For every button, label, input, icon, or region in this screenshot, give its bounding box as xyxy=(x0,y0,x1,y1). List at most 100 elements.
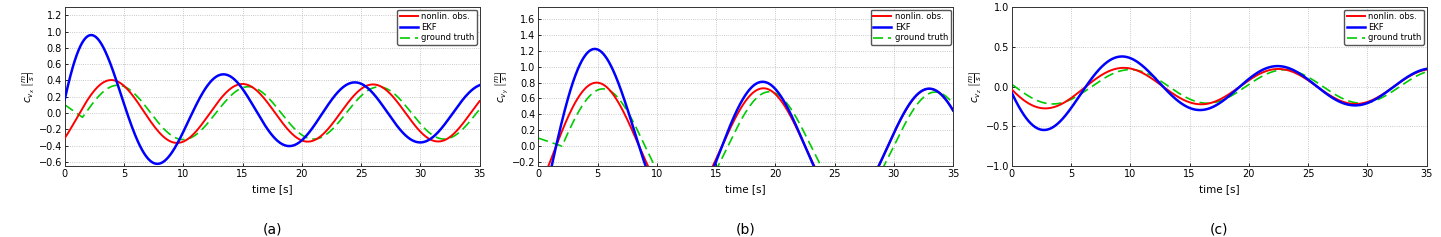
ground truth xyxy=(460,122,477,125)
ground truth xyxy=(1418,70,1435,73)
EKF xyxy=(1418,67,1435,70)
nonlin. obs. xyxy=(460,115,477,118)
ground truth xyxy=(383,90,401,93)
nonlin. obs. xyxy=(1115,66,1133,69)
ground truth xyxy=(720,141,738,144)
nonlin. obs. xyxy=(258,100,275,103)
Line: EKF: EKF xyxy=(1012,56,1427,130)
EKF xyxy=(248,109,265,112)
nonlin. obs. xyxy=(932,93,950,96)
Legend: nonlin. obs., EKF, ground truth: nonlin. obs., EKF, ground truth xyxy=(1344,10,1424,45)
ground truth xyxy=(248,87,265,90)
Legend: nonlin. obs., EKF, ground truth: nonlin. obs., EKF, ground truth xyxy=(398,10,477,45)
nonlin. obs. xyxy=(169,141,186,144)
ground truth xyxy=(1406,75,1424,78)
Y-axis label: $c_{v_z}$ $\left[\frac{m}{s}\right]$: $c_{v_z}$ $\left[\frac{m}{s}\right]$ xyxy=(968,70,984,103)
nonlin. obs. xyxy=(1418,68,1435,71)
nonlin. obs. xyxy=(78,101,95,104)
Legend: nonlin. obs., EKF, ground truth: nonlin. obs., EKF, ground truth xyxy=(870,10,951,45)
EKF xyxy=(258,127,275,130)
nonlin. obs. xyxy=(932,93,950,96)
Title: (a): (a) xyxy=(262,223,282,237)
nonlin. obs. xyxy=(550,136,568,139)
ground truth xyxy=(1045,103,1062,105)
Line: ground truth: ground truth xyxy=(539,89,953,201)
nonlin. obs. xyxy=(56,137,73,139)
ground truth xyxy=(1406,76,1424,78)
ground truth xyxy=(932,92,950,95)
ground truth xyxy=(56,103,73,106)
nonlin. obs. xyxy=(1025,104,1042,107)
nonlin. obs. xyxy=(1036,107,1053,110)
EKF xyxy=(550,130,568,133)
Line: nonlin. obs.: nonlin. obs. xyxy=(1012,68,1427,108)
Title: (c): (c) xyxy=(1210,223,1229,237)
X-axis label: time [s]: time [s] xyxy=(725,184,767,194)
nonlin. obs. xyxy=(857,188,875,191)
nonlin. obs. xyxy=(1205,100,1222,103)
EKF xyxy=(1025,124,1042,127)
EKF xyxy=(1406,71,1424,74)
EKF xyxy=(720,126,738,129)
EKF xyxy=(932,93,950,96)
EKF xyxy=(471,84,488,87)
nonlin. obs. xyxy=(732,107,749,110)
ground truth xyxy=(1195,101,1212,104)
Line: nonlin. obs.: nonlin. obs. xyxy=(65,80,480,143)
ground truth xyxy=(1205,101,1222,104)
EKF xyxy=(56,98,73,100)
Line: nonlin. obs.: nonlin. obs. xyxy=(539,83,953,205)
EKF xyxy=(586,47,604,50)
ground truth xyxy=(1330,95,1347,98)
ground truth xyxy=(471,108,488,111)
ground truth xyxy=(530,137,548,140)
EKF xyxy=(1330,100,1347,103)
EKF xyxy=(856,189,873,192)
nonlin. obs. xyxy=(1003,88,1020,91)
ground truth xyxy=(78,111,95,114)
EKF xyxy=(1205,105,1222,108)
nonlin. obs. xyxy=(530,189,548,192)
EKF xyxy=(530,224,548,227)
ground truth xyxy=(932,92,950,95)
nonlin. obs. xyxy=(383,94,401,97)
nonlin. obs. xyxy=(588,81,605,84)
Line: ground truth: ground truth xyxy=(1012,70,1427,104)
EKF xyxy=(944,109,961,112)
Title: (b): (b) xyxy=(736,223,755,237)
EKF xyxy=(148,162,166,165)
ground truth xyxy=(857,192,875,195)
X-axis label: time [s]: time [s] xyxy=(1199,184,1239,194)
nonlin. obs. xyxy=(471,100,488,103)
nonlin. obs. xyxy=(460,116,477,118)
ground truth xyxy=(732,120,749,123)
nonlin. obs. xyxy=(672,204,689,207)
ground truth xyxy=(677,200,695,202)
ground truth xyxy=(1025,97,1042,100)
ground truth xyxy=(460,122,477,125)
nonlin. obs. xyxy=(1195,103,1212,106)
EKF xyxy=(460,92,477,95)
EKF xyxy=(383,117,401,120)
Line: ground truth: ground truth xyxy=(65,85,480,140)
nonlin. obs. xyxy=(944,109,961,112)
EKF xyxy=(1114,55,1131,58)
ground truth xyxy=(944,102,961,105)
EKF xyxy=(78,36,95,39)
nonlin. obs. xyxy=(720,128,738,131)
EKF xyxy=(460,92,477,95)
ground truth xyxy=(550,144,568,147)
nonlin. obs. xyxy=(102,79,120,82)
ground truth xyxy=(110,84,127,87)
EKF xyxy=(1003,91,1020,94)
Y-axis label: $c_{v_x}$ $\left[\frac{m}{s}\right]$: $c_{v_x}$ $\left[\frac{m}{s}\right]$ xyxy=(20,70,37,103)
X-axis label: time [s]: time [s] xyxy=(252,184,293,194)
Y-axis label: $c_{v_y}$ $\left[\frac{m}{s}\right]$: $c_{v_y}$ $\left[\frac{m}{s}\right]$ xyxy=(493,70,510,103)
Line: EKF: EKF xyxy=(65,35,480,164)
EKF xyxy=(932,93,950,96)
EKF xyxy=(732,102,749,105)
ground truth xyxy=(258,95,275,98)
nonlin. obs. xyxy=(1406,72,1424,75)
ground truth xyxy=(1121,68,1138,71)
nonlin. obs. xyxy=(248,88,265,91)
